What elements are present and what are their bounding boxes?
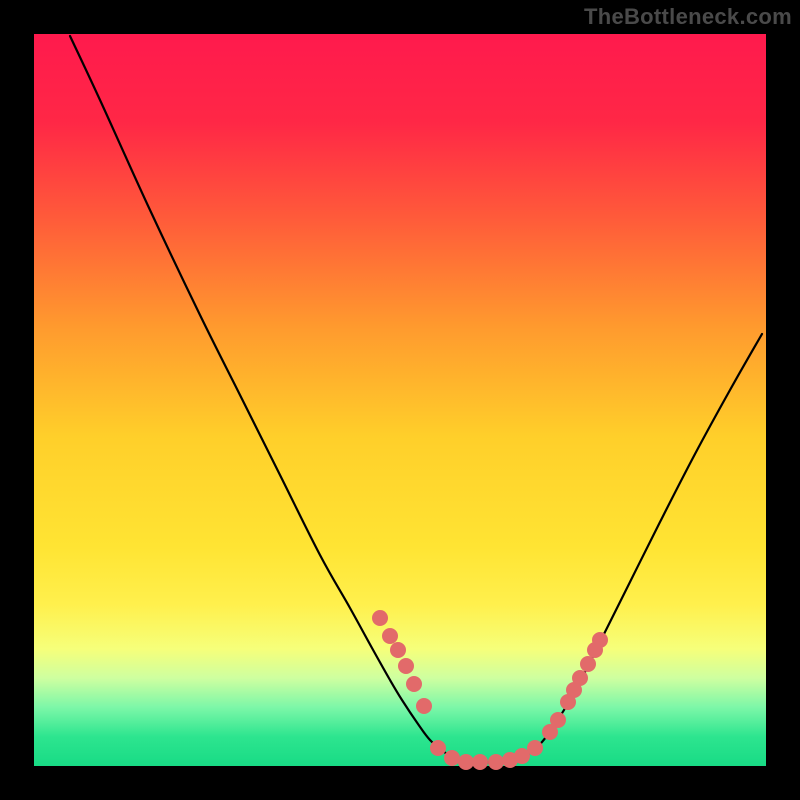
chart-stage: TheBottleneck.com [0, 0, 800, 800]
chart-background [0, 0, 800, 800]
watermark-text: TheBottleneck.com [584, 4, 792, 30]
